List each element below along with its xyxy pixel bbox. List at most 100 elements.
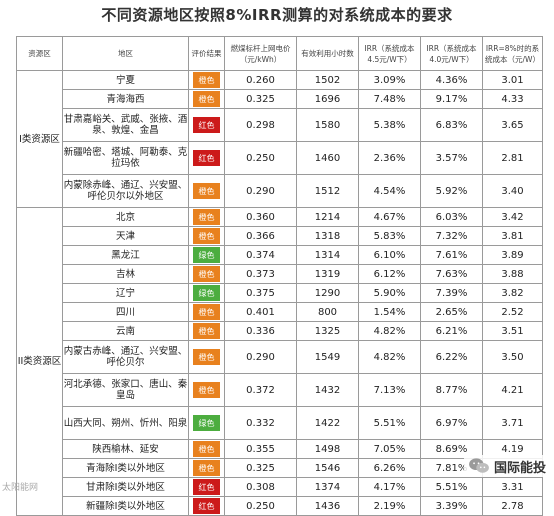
price-cell: 0.298 bbox=[224, 108, 297, 142]
table-row: 内蒙古赤峰、通辽、兴安盟、呼伦贝尔 橙色 0.290 1549 4.82% 6.22% 3.… bbox=[17, 340, 543, 374]
table-row: 甘肃嘉峪关、武威、张掖、酒泉、敦煌、金昌 红色 0.298 1580 5.38% 6.83… bbox=[17, 108, 543, 142]
irr40-cell: 6.03% bbox=[420, 207, 483, 227]
rating-cell: 橙色 bbox=[188, 439, 225, 459]
hours-cell: 1214 bbox=[296, 207, 359, 227]
cost-cell: 3.40 bbox=[482, 174, 543, 208]
region-cell: 北京 bbox=[62, 207, 189, 227]
rating-badge: 橙色 bbox=[193, 72, 220, 88]
irr45-cell: 4.82% bbox=[358, 321, 421, 341]
hours-cell: 1290 bbox=[296, 283, 359, 303]
table-row: I类资源区 宁夏 橙色 0.260 1502 3.09% 4.36% 3.01 bbox=[16, 70, 543, 208]
price-cell: 0.290 bbox=[224, 340, 297, 374]
region-cell: 云南 bbox=[62, 321, 189, 341]
irr45-cell: 6.10% bbox=[358, 245, 421, 265]
cost-cell: 2.78 bbox=[482, 496, 543, 516]
rating-cell: 橙色 bbox=[188, 321, 225, 341]
header-zone: 资源区 bbox=[16, 36, 63, 71]
header-irr45: IRR（系统成本4.5元/W下） bbox=[358, 36, 421, 71]
irr40-cell: 7.39% bbox=[420, 283, 483, 303]
rating-badge: 绿色 bbox=[193, 285, 220, 301]
header-irr40: IRR（系统成本4.0元/W下） bbox=[420, 36, 483, 71]
table-row: 新疆哈密、塔城、阿勒泰、克拉玛依 红色 0.250 1460 2.36% 3.57% 2.8… bbox=[17, 141, 543, 175]
irr40-cell: 7.32% bbox=[420, 226, 483, 246]
irr45-cell: 5.90% bbox=[358, 283, 421, 303]
irr40-cell: 3.57% bbox=[420, 141, 483, 175]
irr45-cell: 7.48% bbox=[358, 89, 421, 109]
rating-cell: 红色 bbox=[188, 496, 225, 516]
hours-cell: 1580 bbox=[296, 108, 359, 142]
irr40-cell: 8.77% bbox=[420, 373, 483, 407]
irr40-cell: 6.22% bbox=[420, 340, 483, 374]
irr45-cell: 7.13% bbox=[358, 373, 421, 407]
rating-badge: 橙色 bbox=[193, 266, 220, 282]
irr45-cell: 6.12% bbox=[358, 264, 421, 284]
table-row: 吉林 橙色 0.373 1319 6.12% 7.63% 3.88 bbox=[17, 264, 543, 284]
price-cell: 0.332 bbox=[224, 406, 297, 440]
price-cell: 0.308 bbox=[224, 477, 297, 497]
cost-cell: 3.50 bbox=[482, 340, 543, 374]
rating-badge: 橙色 bbox=[193, 323, 220, 339]
hours-cell: 1432 bbox=[296, 373, 359, 407]
irr40-cell: 4.36% bbox=[420, 70, 483, 90]
irr45-cell: 1.54% bbox=[358, 302, 421, 322]
cost-cell: 2.52 bbox=[482, 302, 543, 322]
irr45-cell: 4.17% bbox=[358, 477, 421, 497]
price-cell: 0.325 bbox=[224, 458, 297, 478]
price-cell: 0.250 bbox=[224, 141, 297, 175]
rating-cell: 绿色 bbox=[188, 245, 225, 265]
irr45-cell: 4.67% bbox=[358, 207, 421, 227]
irr45-cell: 2.19% bbox=[358, 496, 421, 516]
table-row: 黑龙江 绿色 0.374 1314 6.10% 7.61% 3.89 bbox=[17, 245, 543, 265]
cost-cell: 3.65 bbox=[482, 108, 543, 142]
rating-badge: 橙色 bbox=[193, 349, 220, 365]
region-cell: 天津 bbox=[62, 226, 189, 246]
irr40-cell: 3.39% bbox=[420, 496, 483, 516]
irr45-cell: 3.09% bbox=[358, 70, 421, 90]
hours-cell: 1325 bbox=[296, 321, 359, 341]
price-cell: 0.325 bbox=[224, 89, 297, 109]
region-cell: 山西大同、朔州、忻州、阳泉 bbox=[62, 406, 189, 440]
rating-badge: 红色 bbox=[193, 117, 220, 133]
table-row: 河北承德、张家口、唐山、秦皇岛 橙色 0.372 1432 7.13% 8.77% 4.21 bbox=[17, 373, 543, 407]
hours-cell: 1502 bbox=[296, 70, 359, 90]
hours-cell: 1696 bbox=[296, 89, 359, 109]
price-cell: 0.374 bbox=[224, 245, 297, 265]
region-cell: 河北承德、张家口、唐山、秦皇岛 bbox=[62, 373, 189, 407]
price-cell: 0.375 bbox=[224, 283, 297, 303]
rating-badge: 绿色 bbox=[193, 247, 220, 263]
table-row: 云南 橙色 0.336 1325 4.82% 6.21% 3.51 bbox=[17, 321, 543, 341]
hours-cell: 1314 bbox=[296, 245, 359, 265]
rating-badge: 橙色 bbox=[193, 382, 220, 398]
zone-cell: II类资源区 bbox=[16, 207, 63, 516]
price-cell: 0.366 bbox=[224, 226, 297, 246]
irr40-cell: 7.63% bbox=[420, 264, 483, 284]
watermark-right: 国际能投 bbox=[463, 455, 550, 477]
hours-cell: 1422 bbox=[296, 406, 359, 440]
cost-cell: 4.21 bbox=[482, 373, 543, 407]
wechat-icon bbox=[469, 458, 489, 473]
region-cell: 甘肃嘉峪关、武威、张掖、酒泉、敦煌、金昌 bbox=[62, 108, 189, 142]
region-cell: 内蒙古赤峰、通辽、兴安盟、呼伦贝尔 bbox=[62, 340, 189, 374]
header-cost: IRR=8%时的系统成本（元/W） bbox=[482, 36, 543, 71]
header-region: 地区 bbox=[62, 36, 189, 71]
header-hours: 有效利用小时数 bbox=[296, 36, 359, 71]
rating-cell: 橙色 bbox=[188, 302, 225, 322]
irr45-cell: 5.38% bbox=[358, 108, 421, 142]
rating-badge: 橙色 bbox=[193, 460, 220, 476]
price-cell: 0.360 bbox=[224, 207, 297, 227]
cost-cell: 3.88 bbox=[482, 264, 543, 284]
irr40-cell: 6.97% bbox=[420, 406, 483, 440]
rating-cell: 橙色 bbox=[188, 207, 225, 227]
price-cell: 0.250 bbox=[224, 496, 297, 516]
rating-badge: 橙色 bbox=[193, 91, 220, 107]
region-cell: 青海海西 bbox=[62, 89, 189, 109]
price-cell: 0.372 bbox=[224, 373, 297, 407]
watermark-left: 太阳能网 bbox=[2, 483, 39, 493]
rating-cell: 红色 bbox=[188, 477, 225, 497]
rating-cell: 橙色 bbox=[188, 226, 225, 246]
hours-cell: 1319 bbox=[296, 264, 359, 284]
irr40-cell: 7.61% bbox=[420, 245, 483, 265]
header-row: 资源区 地区 评价结果 燃煤标杆上网电价（元/kWh） 有效利用小时数 IRR（… bbox=[16, 36, 543, 71]
hours-cell: 800 bbox=[296, 302, 359, 322]
rating-badge: 红色 bbox=[193, 498, 220, 514]
